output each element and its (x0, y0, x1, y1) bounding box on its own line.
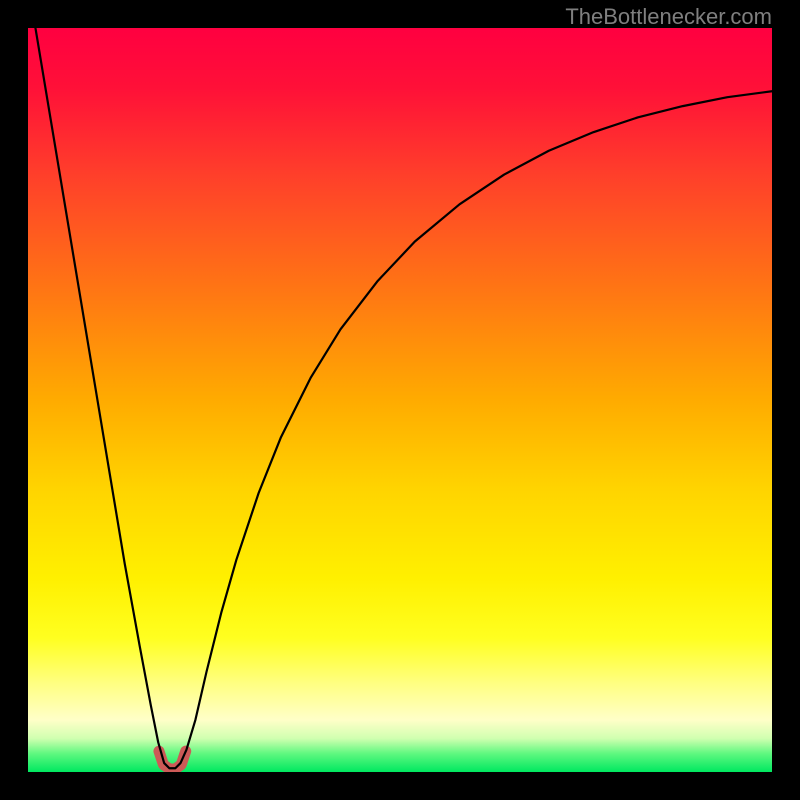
chart-frame: TheBottlenecker.com (0, 0, 800, 800)
chart-svg (28, 28, 772, 772)
gradient-background (28, 28, 772, 772)
plot-area (28, 28, 772, 772)
watermark-text: TheBottlenecker.com (565, 4, 772, 30)
